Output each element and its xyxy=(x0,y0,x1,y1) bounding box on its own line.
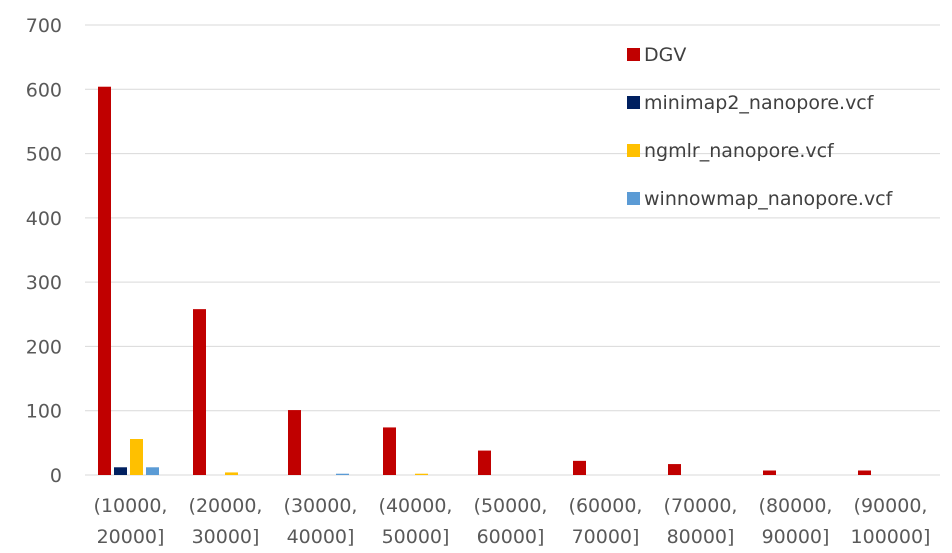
legend-swatch xyxy=(627,96,640,109)
x-tick-label: (80000, 90000] xyxy=(759,495,833,548)
bar-dgv-2 xyxy=(288,410,301,475)
bar-dgv-0 xyxy=(98,86,111,475)
y-tick-label: 500 xyxy=(26,144,62,166)
legend-label: winnowmap_nanopore.vcf xyxy=(644,188,894,210)
bar-ngmlr-nanopore-vcf-3 xyxy=(415,473,428,475)
legend-swatch xyxy=(627,144,640,157)
y-tick-label: 300 xyxy=(26,272,62,294)
legend-label: DGV xyxy=(644,44,686,66)
y-tick-label: 0 xyxy=(50,465,62,487)
bar-dgv-1 xyxy=(193,309,206,475)
legend-swatch xyxy=(627,48,640,61)
bar-dgv-7 xyxy=(763,470,776,475)
y-tick-label: 100 xyxy=(26,401,62,423)
bar-winnowmap-nanopore-vcf-2 xyxy=(336,473,349,475)
x-tick-label: (40000, 50000] xyxy=(379,495,453,548)
x-tick-label: (30000, 40000] xyxy=(284,495,358,548)
x-tick-label: (20000, 30000] xyxy=(189,495,263,548)
y-tick-label: 700 xyxy=(26,15,62,37)
y-tick-label: 200 xyxy=(26,336,62,358)
bar-dgv-5 xyxy=(573,460,586,475)
y-tick-label: 400 xyxy=(26,208,62,230)
legend-label: minimap2_nanopore.vcf xyxy=(644,92,875,114)
x-tick-label: (50000, 60000] xyxy=(474,495,548,548)
bars xyxy=(98,86,871,475)
x-tick-label: (10000, 20000] xyxy=(94,495,168,548)
bar-dgv-3 xyxy=(383,427,396,475)
y-tick-label: 600 xyxy=(26,79,62,101)
x-axis-ticks: (10000, 20000] (20000, 30000] (30000, 40000] (… xyxy=(94,495,931,548)
bar-dgv-8 xyxy=(858,470,871,475)
bar-dgv-4 xyxy=(478,450,491,475)
gridlines xyxy=(85,24,940,476)
bar-dgv-6 xyxy=(668,464,681,475)
legend: DGV minimap2_nanopore.vcf ngmlr_nanopore.v… xyxy=(627,44,894,210)
x-tick-label: (70000, 80000] xyxy=(664,495,738,548)
bar-ngmlr-nanopore-vcf-0 xyxy=(130,439,143,475)
y-axis-ticks: 0 100 200 300 400 500 600 700 xyxy=(26,15,62,487)
legend-swatch xyxy=(627,192,640,205)
x-tick-label: (60000, 70000] xyxy=(569,495,643,548)
bar-winnowmap-nanopore-vcf-0 xyxy=(146,467,159,475)
legend-label: ngmlr_nanopore.vcf xyxy=(644,140,835,162)
x-tick-label: (90000, 100000] xyxy=(851,495,931,548)
bar-minimap2-nanopore-vcf-0 xyxy=(114,467,127,475)
bar-ngmlr-nanopore-vcf-1 xyxy=(225,472,238,475)
